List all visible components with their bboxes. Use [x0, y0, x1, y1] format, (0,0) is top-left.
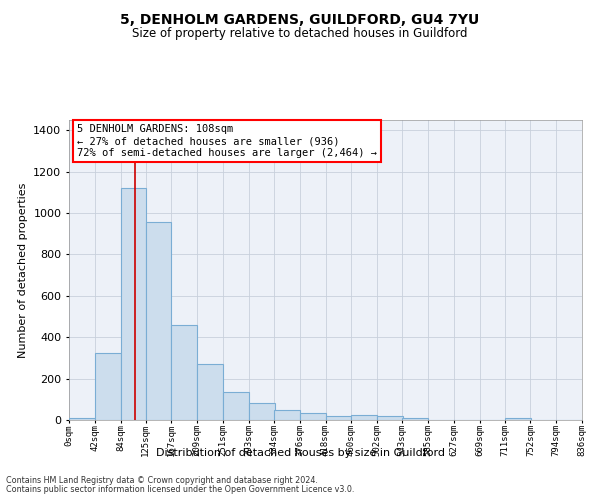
Bar: [69, 418, 95, 420]
Text: Size of property relative to detached houses in Guildford: Size of property relative to detached ho…: [132, 28, 468, 40]
Y-axis label: Number of detached properties: Number of detached properties: [17, 182, 28, 358]
Text: 5 DENHOLM GARDENS: 108sqm
← 27% of detached houses are smaller (936)
72% of semi: 5 DENHOLM GARDENS: 108sqm ← 27% of detac…: [77, 124, 377, 158]
Text: Contains public sector information licensed under the Open Government Licence v3: Contains public sector information licen…: [6, 484, 355, 494]
Bar: [325, 416, 351, 420]
Bar: [172, 325, 197, 420]
Bar: [377, 416, 403, 420]
Bar: [95, 353, 121, 420]
Bar: [121, 188, 146, 420]
Text: 5, DENHOLM GARDENS, GUILDFORD, GU4 7YU: 5, DENHOLM GARDENS, GUILDFORD, GU4 7YU: [121, 12, 479, 26]
Bar: [402, 418, 428, 420]
Bar: [505, 418, 531, 420]
Bar: [249, 404, 275, 420]
Text: Contains HM Land Registry data © Crown copyright and database right 2024.: Contains HM Land Registry data © Crown c…: [6, 476, 318, 485]
Bar: [351, 416, 377, 420]
Text: Distribution of detached houses by size in Guildford: Distribution of detached houses by size …: [155, 448, 445, 458]
Bar: [197, 364, 223, 420]
Bar: [146, 222, 172, 420]
Bar: [300, 413, 325, 420]
Bar: [223, 392, 249, 420]
Bar: [274, 410, 300, 420]
